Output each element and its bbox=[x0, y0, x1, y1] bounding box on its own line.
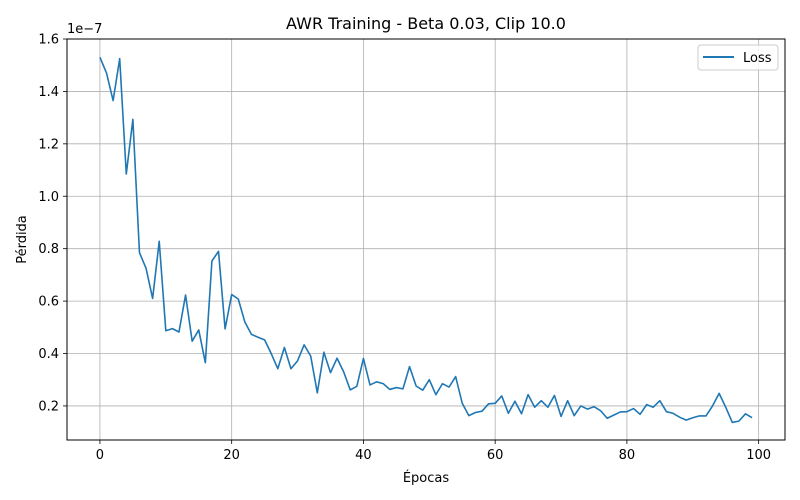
chart-title: AWR Training - Beta 0.03, Clip 10.0 bbox=[286, 14, 566, 33]
legend: Loss bbox=[697, 44, 779, 71]
y-axis-label: Pérdida bbox=[15, 215, 30, 264]
x-tick-label: 0 bbox=[96, 448, 104, 463]
y-tick-label: 1.2 bbox=[38, 137, 59, 152]
x-axis-label: Épocas bbox=[403, 470, 450, 486]
y-tick-label: 1.0 bbox=[38, 190, 59, 205]
x-tick-label: 40 bbox=[355, 448, 372, 463]
y-tick-label: 0.6 bbox=[38, 295, 59, 310]
series-layer bbox=[99, 57, 753, 424]
legend-label-loss: Loss bbox=[743, 51, 772, 66]
x-tick-label: 100 bbox=[746, 448, 771, 463]
x-tick-label: 80 bbox=[619, 448, 636, 463]
y-tick-label: 0.2 bbox=[38, 399, 59, 414]
y-tick-label: 0.4 bbox=[38, 347, 59, 362]
plot-frame bbox=[66, 38, 786, 441]
y-tick-label: 0.8 bbox=[38, 242, 59, 257]
legend-box bbox=[697, 44, 779, 71]
y-axis-scale-factor: 1e−7 bbox=[67, 22, 102, 37]
series-line-loss bbox=[99, 57, 753, 424]
y-tick-label: 1.4 bbox=[38, 85, 59, 100]
y-axis-ticks: 0.2 0.4 0.6 0.8 1.0 1.2 1.4 1.6 bbox=[38, 33, 67, 414]
x-tick-label: 60 bbox=[487, 448, 504, 463]
x-tick-label: 20 bbox=[223, 448, 240, 463]
x-axis-ticks: 0 20 40 60 80 100 bbox=[96, 440, 771, 463]
y-tick-label: 1.6 bbox=[38, 33, 59, 48]
